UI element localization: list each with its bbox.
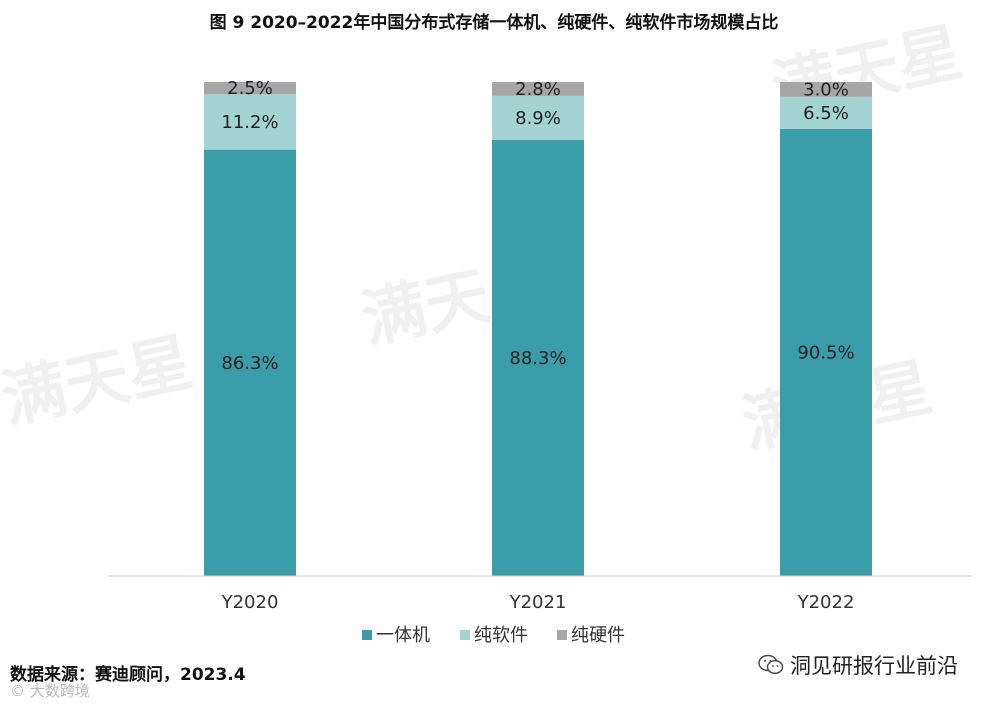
wechat-account-name: 洞见研报行业前沿 xyxy=(790,654,958,678)
bar-segment xyxy=(780,82,872,97)
data-label: 90.5% xyxy=(797,342,854,363)
legend-label: 纯硬件 xyxy=(571,625,625,646)
wechat-account: 洞见研报行业前沿 xyxy=(758,650,958,680)
legend-label: 纯软件 xyxy=(474,625,528,646)
bar-segment xyxy=(204,149,296,577)
bar-segment xyxy=(492,139,584,576)
data-source: 数据来源：赛迪顾问，2023.4 xyxy=(10,665,246,685)
data-label: 2.8% xyxy=(515,79,561,100)
bar-segment xyxy=(492,82,584,96)
data-label: 6.5% xyxy=(803,103,849,124)
data-label: 2.5% xyxy=(227,78,273,99)
data-label: 8.9% xyxy=(515,108,561,129)
legend-swatch xyxy=(460,630,470,640)
bar-segment xyxy=(204,82,296,95)
bar-segment xyxy=(780,128,872,576)
x-tick-label: Y2022 xyxy=(797,592,855,613)
wechat-icon xyxy=(758,654,784,676)
legend-swatch xyxy=(362,630,372,640)
data-label: 88.3% xyxy=(509,348,566,369)
bar-segment xyxy=(204,94,296,150)
data-label: 86.3% xyxy=(221,353,278,374)
legend-label: 一体机 xyxy=(376,625,430,646)
bar-segment xyxy=(780,96,872,129)
x-tick-label: Y2021 xyxy=(509,592,567,613)
data-label: 11.2% xyxy=(221,112,278,133)
x-tick-label: Y2020 xyxy=(221,592,279,613)
bar-segment xyxy=(492,95,584,140)
legend-swatch xyxy=(557,630,567,640)
watermark-text: © 大数跨境 xyxy=(10,682,90,700)
chart-title: 图 9 2020–2022年中国分布式存储一体机、纯硬件、纯软件市场规模占比 xyxy=(209,13,779,33)
data-label: 3.0% xyxy=(803,79,849,100)
